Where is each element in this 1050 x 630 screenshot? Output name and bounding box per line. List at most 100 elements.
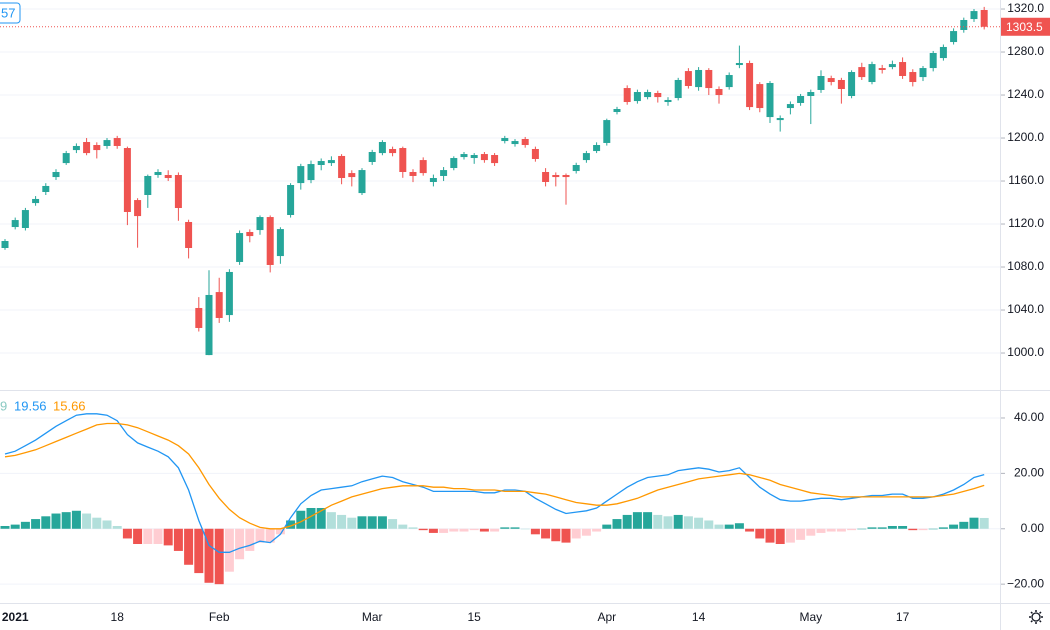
candle-body	[776, 118, 784, 121]
histogram-bar	[775, 528, 785, 545]
x-tick-label: 2021	[2, 610, 29, 624]
candle-body	[164, 175, 172, 179]
histogram-bar	[806, 528, 816, 536]
x-tick-label: 17	[896, 610, 910, 624]
candle-body	[980, 9, 988, 27]
gear-teeth	[1029, 610, 1043, 624]
candle-body	[531, 148, 539, 159]
histogram-bar	[683, 516, 693, 529]
histogram-bar	[31, 519, 41, 529]
histogram-bar	[959, 521, 969, 529]
histogram-bar	[979, 517, 989, 529]
candle-body	[236, 233, 244, 262]
histogram-bar	[316, 507, 326, 529]
x-tick-label: Feb	[209, 610, 230, 624]
candle-body	[11, 220, 19, 228]
histogram-bar	[704, 520, 714, 529]
histogram-bar	[857, 528, 867, 530]
candle-body	[399, 148, 407, 172]
y-tick-label: 1320.0	[1007, 1, 1044, 15]
histogram-bar	[490, 528, 500, 532]
candle-body	[480, 154, 488, 161]
candle-body	[633, 92, 641, 102]
candle-body	[62, 153, 70, 164]
histogram-bar	[755, 528, 765, 539]
histogram-bar	[214, 528, 224, 585]
x-tick-label: Mar	[362, 610, 383, 624]
histogram-bar	[153, 528, 163, 545]
candle-body	[868, 64, 876, 83]
candle-body	[511, 141, 519, 145]
histogram-bar	[41, 516, 51, 529]
legend-text: 57	[1, 5, 15, 20]
settings-icon[interactable]	[1029, 610, 1043, 624]
y-tick-label: 1000.0	[1007, 345, 1044, 359]
y-tick-label: 40.00	[1014, 410, 1044, 424]
candle-body	[735, 62, 743, 66]
histogram-bar	[0, 525, 10, 529]
candle-body	[440, 170, 448, 176]
histogram-bar	[500, 527, 510, 529]
candle-body	[32, 198, 40, 204]
candle-body	[786, 104, 794, 109]
histogram-bar	[194, 528, 204, 574]
candle-body	[848, 72, 856, 96]
candle-body	[429, 178, 437, 182]
histogram-bar	[745, 528, 755, 532]
candle-body	[970, 11, 978, 20]
candle-body	[674, 79, 682, 99]
histogram-bar	[836, 528, 846, 532]
candle-body	[72, 145, 80, 151]
candle-body	[623, 88, 631, 103]
histogram-bar	[245, 528, 255, 551]
candle-body	[42, 185, 50, 192]
legend-box	[0, 2, 21, 24]
histogram-bar	[122, 528, 132, 539]
y-tick-label: 1120.0	[1008, 216, 1044, 230]
x-tick-label: 14	[692, 610, 706, 624]
candle-body	[725, 75, 733, 88]
candle-body	[450, 158, 458, 169]
candle-body	[562, 175, 570, 178]
candle-body	[746, 62, 754, 108]
histogram-bar	[734, 523, 744, 529]
candle-body	[246, 231, 254, 237]
histogram-bar	[92, 517, 102, 529]
candle-body	[756, 84, 764, 109]
candle-body	[705, 69, 713, 89]
candle-body	[501, 138, 509, 142]
candle-body	[491, 155, 499, 164]
candle-body	[603, 120, 611, 143]
histogram-bar	[306, 507, 316, 529]
histogram-bar	[847, 528, 857, 531]
candle-body	[317, 161, 325, 166]
histogram-bar	[428, 528, 438, 533]
histogram-bar	[408, 527, 418, 529]
histogram-bar	[643, 512, 653, 529]
histogram-bar	[469, 528, 479, 531]
histogram-bar	[377, 516, 387, 529]
histogram-bar	[398, 524, 408, 529]
candle-body	[215, 292, 223, 318]
histogram-bar	[541, 528, 551, 539]
histogram-bar	[337, 514, 347, 529]
candle-body	[950, 31, 958, 43]
y-tick-label: 1200.0	[1007, 130, 1044, 144]
histogram-bar	[388, 519, 398, 529]
candle-body	[205, 294, 213, 356]
histogram-bar	[898, 525, 908, 529]
gear-ring	[1031, 612, 1041, 622]
candle-body	[103, 140, 111, 146]
candle-body	[174, 175, 182, 209]
histogram-bar	[204, 528, 214, 583]
histogram-bar	[561, 528, 571, 543]
histogram-bar	[10, 524, 20, 529]
candle-body	[715, 89, 723, 96]
candle-body	[613, 109, 621, 113]
candle-body	[123, 148, 131, 212]
histogram-bar	[949, 524, 959, 529]
x-tick-label: Apr	[597, 610, 616, 624]
